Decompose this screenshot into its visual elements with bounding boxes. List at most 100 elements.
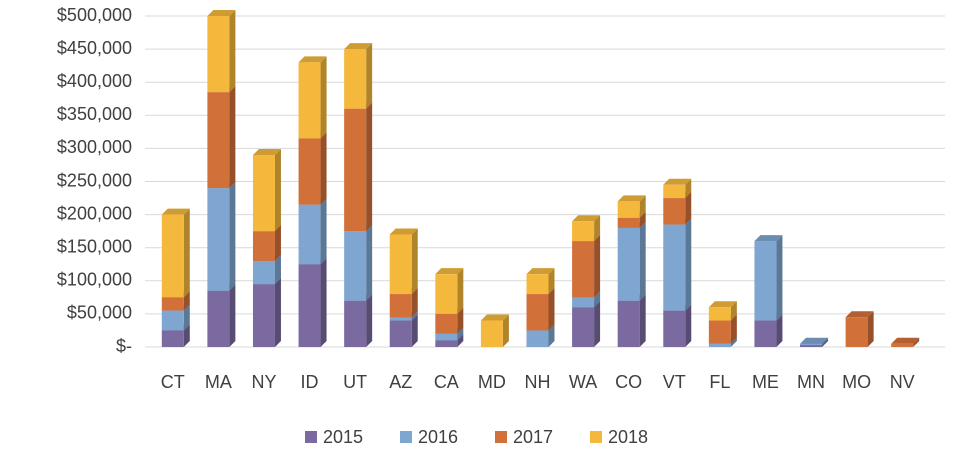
bar-side: [366, 225, 373, 301]
bar-side: [548, 324, 555, 347]
bar-side: [639, 211, 646, 228]
bar-side: [183, 304, 190, 331]
bar-front: [754, 241, 777, 321]
y-tick-label: $150,000: [57, 236, 132, 256]
bar-front: [389, 320, 412, 347]
bar-top: [480, 314, 509, 321]
bar-segment: [800, 337, 829, 346]
bar-top: [845, 311, 874, 318]
bar-front: [161, 330, 184, 347]
bar-front: [435, 274, 458, 314]
bar-side: [548, 288, 555, 331]
bar-segment: [252, 278, 281, 347]
bar-side: [457, 334, 464, 347]
bar-segment: [617, 294, 646, 347]
y-tick-label: $350,000: [57, 104, 132, 124]
legend-swatch: [305, 431, 317, 443]
bar-front: [480, 320, 503, 347]
bar-side: [274, 278, 281, 347]
bar-front: [161, 310, 184, 331]
bar-segment: [344, 225, 373, 301]
bar-side: [274, 254, 281, 285]
bar-side: [730, 337, 737, 347]
bar-side: [730, 314, 737, 344]
bar-side: [594, 291, 601, 308]
bar-front: [572, 221, 595, 242]
bar-side: [411, 314, 418, 347]
bar-side: [229, 284, 236, 347]
bar-front: [161, 297, 184, 311]
bar-top: [389, 228, 418, 235]
y-tick-label: $-: [116, 336, 132, 356]
x-tick-label: MD: [478, 372, 506, 392]
y-tick-label: $300,000: [57, 137, 132, 157]
bar-segment: [754, 235, 783, 321]
bar-side: [822, 337, 829, 346]
bar-front: [389, 317, 412, 321]
bar-segment: [663, 218, 692, 311]
bar-front: [845, 317, 868, 347]
bar-top: [298, 56, 327, 63]
bar-front: [298, 138, 321, 205]
bar-front: [298, 264, 321, 347]
bar-segment: [344, 294, 373, 347]
bar-front: [891, 343, 914, 347]
legend-label: 2016: [418, 427, 458, 447]
bar-segment: [344, 102, 373, 232]
bar-segment: [298, 56, 327, 139]
bar-front: [207, 188, 230, 291]
bar-front: [344, 49, 367, 109]
bar-front: [663, 224, 686, 311]
y-tick-label: $200,000: [57, 203, 132, 223]
x-tick-label: NY: [251, 372, 276, 392]
bar-side: [685, 304, 692, 347]
bar-top: [344, 43, 373, 50]
bar-top: [800, 337, 829, 344]
bar-side: [685, 178, 692, 199]
bar-front: [617, 201, 640, 218]
bar-top: [663, 178, 692, 185]
bar-segment: [526, 288, 555, 331]
bar-segment: [845, 311, 874, 347]
bar-side: [822, 339, 829, 347]
legend-label: 2015: [323, 427, 363, 447]
bar-side: [274, 225, 281, 261]
bar-side: [776, 314, 783, 347]
bar-segment: [663, 304, 692, 347]
x-tick-label: ID: [301, 372, 319, 392]
bar-front: [298, 62, 321, 139]
bar-side: [366, 102, 373, 232]
legend-swatch: [590, 431, 602, 443]
legend-label: 2018: [608, 427, 648, 447]
x-tick-label: NV: [890, 372, 915, 392]
bar-side: [320, 132, 327, 205]
bar-side: [411, 288, 418, 318]
bar-side: [685, 218, 692, 311]
bar-segment: [572, 235, 601, 298]
bar-front: [435, 333, 458, 341]
bar-side: [594, 215, 601, 242]
x-tick-label: MO: [842, 372, 871, 392]
bar-front: [800, 343, 823, 346]
bar-top: [435, 268, 464, 275]
bar-segment: [207, 284, 236, 347]
bar-side: [867, 311, 874, 347]
bar-front: [207, 92, 230, 189]
bar-front: [389, 234, 412, 295]
bar-segment: [617, 195, 646, 218]
x-tick-label: CO: [615, 372, 642, 392]
bar-top: [754, 235, 783, 242]
bar-side: [320, 56, 327, 139]
bar-segment: [617, 221, 646, 301]
bar-front: [526, 274, 549, 295]
legend-swatch: [495, 431, 507, 443]
bar-front: [435, 313, 458, 334]
x-tick-label: NH: [525, 372, 551, 392]
x-tick-label: AZ: [389, 372, 412, 392]
bar-front: [526, 330, 549, 347]
y-tick-label: $500,000: [57, 5, 132, 25]
bar-side: [502, 314, 509, 347]
bar-front: [708, 343, 731, 347]
bar-front: [207, 290, 230, 347]
